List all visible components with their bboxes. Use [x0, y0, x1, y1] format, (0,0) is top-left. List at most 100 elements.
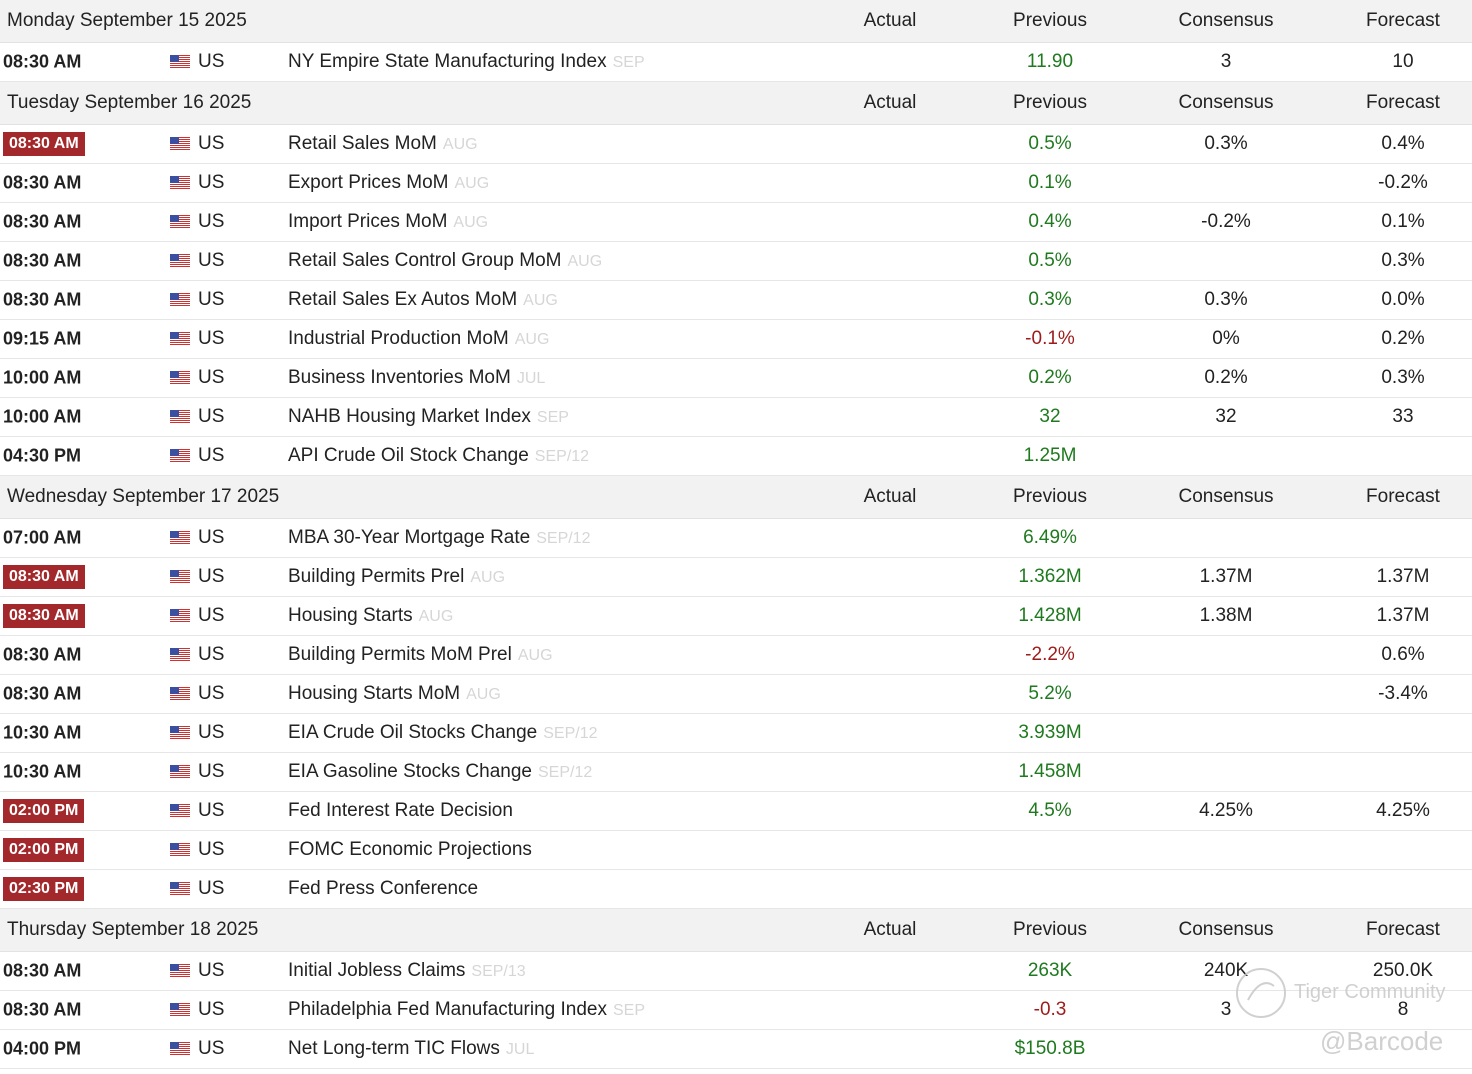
event-period: AUG: [514, 331, 550, 348]
consensus: 32: [1215, 406, 1237, 427]
previous: 3.939M: [1018, 722, 1082, 743]
event-row: 10:00 AM US NAHB Housing Market Index SEP 32…: [0, 398, 1472, 437]
previous: 0.5%: [1028, 133, 1072, 154]
event-time: 02:30 PM: [3, 877, 85, 901]
event-name-cell: Import Prices MoM AUG: [288, 211, 488, 233]
event-time: 10:30 AM: [3, 722, 82, 743]
event-name: Import Prices MoM: [288, 211, 448, 232]
forecast: -3.4%: [1378, 683, 1428, 704]
event-name: Initial Jobless Claims: [288, 960, 466, 981]
consensus: 4.25%: [1199, 800, 1253, 821]
country: US: [198, 445, 225, 466]
forecast: 8: [1397, 999, 1409, 1020]
event-name-cell: Fed Press Conference: [288, 878, 478, 900]
consensus: 1.37M: [1199, 566, 1253, 587]
event-row: 07:00 AM US MBA 30-Year Mortgage Rate SEP/1…: [0, 519, 1472, 558]
event-name-cell: EIA Gasoline Stocks Change SEP/12: [288, 761, 592, 783]
event-row: 08:30 AM US Initial Jobless Claims SEP/13 26…: [0, 952, 1472, 991]
event-name: Retail Sales MoM: [288, 133, 437, 154]
event-row: 08:30 AM US Housing Starts AUG 1.428M 1.38M 1.…: [0, 597, 1472, 636]
event-name-cell: Business Inventories MoM JUL: [288, 367, 545, 389]
event-name: FOMC Economic Projections: [288, 839, 532, 860]
column-header: Forecast: [1366, 919, 1440, 940]
day-header: Monday September 15 2025 Actual Previous Co…: [0, 0, 1472, 43]
day-date: Wednesday September 17 2025: [7, 486, 280, 507]
flag: [170, 531, 190, 544]
day-header: Thursday September 18 2025 Actual Previous…: [0, 909, 1472, 952]
country: US: [198, 172, 225, 193]
flag: [170, 449, 190, 462]
previous: 6.49%: [1023, 527, 1077, 548]
event-name: MBA 30-Year Mortgage Rate: [288, 527, 531, 548]
event-name-cell: MBA 30-Year Mortgage Rate SEP/12: [288, 527, 590, 549]
watermark-brand: Tiger Community: [1294, 981, 1446, 1003]
flag: [170, 215, 190, 228]
event-time: 08:30 AM: [3, 51, 82, 72]
previous: 32: [1039, 406, 1061, 427]
event-name-cell: FOMC Economic Projections: [288, 839, 532, 861]
flag: [170, 293, 190, 306]
day-date: Thursday September 18 2025: [7, 919, 259, 940]
forecast: 0.3%: [1381, 250, 1425, 271]
event-row: 10:00 AM US Business Inventories MoM JUL 0.2…: [0, 359, 1472, 398]
event-period: AUG: [442, 136, 478, 153]
event-period: SEP/12: [543, 725, 598, 742]
previous: 5.2%: [1028, 683, 1072, 704]
previous: 1.362M: [1018, 566, 1082, 587]
event-period: AUG: [454, 175, 490, 192]
column-header: Previous: [1013, 919, 1087, 940]
event-period: AUG: [418, 608, 454, 625]
consensus: 0.2%: [1204, 367, 1248, 388]
consensus: 0.3%: [1204, 289, 1248, 310]
forecast: 0.0%: [1381, 289, 1425, 310]
watermark-user: @Barcode: [1320, 1026, 1444, 1056]
event-name-cell: Building Permits MoM Prel AUG: [288, 644, 553, 666]
event-time: 07:00 AM: [3, 527, 82, 548]
forecast: -0.2%: [1378, 172, 1428, 193]
consensus: 240K: [1203, 960, 1249, 981]
event-name: NAHB Housing Market Index: [288, 406, 531, 427]
event-name: EIA Crude Oil Stocks Change: [288, 722, 538, 743]
previous: 0.3%: [1028, 289, 1072, 310]
event-period: JUL: [505, 1041, 535, 1058]
flag: [170, 648, 190, 661]
column-header: Actual: [863, 486, 917, 507]
country: US: [198, 406, 225, 427]
country: US: [198, 960, 225, 981]
previous: 0.1%: [1028, 172, 1072, 193]
country: US: [198, 250, 225, 271]
event-period: AUG: [470, 569, 506, 586]
event-time: 04:00 PM: [3, 1038, 82, 1059]
country: US: [198, 761, 225, 782]
event-time: 02:00 PM: [3, 799, 85, 823]
event-time: 08:30 AM: [3, 683, 82, 704]
day-date: Monday September 15 2025: [7, 10, 247, 31]
day-header: Wednesday September 17 2025 Actual Previou…: [0, 476, 1472, 519]
flag: [170, 1042, 190, 1055]
event-time: 10:00 AM: [3, 367, 82, 388]
column-header: Previous: [1013, 10, 1087, 31]
flag: [170, 882, 190, 895]
event-time: 04:30 PM: [3, 445, 82, 466]
event-time: 08:30 AM: [3, 132, 85, 156]
column-header: Actual: [863, 919, 917, 940]
flag: [170, 964, 190, 977]
watermark-logo: [1236, 968, 1286, 1018]
previous: 0.2%: [1028, 367, 1072, 388]
country: US: [198, 133, 225, 154]
event-name-cell: Export Prices MoM AUG: [288, 172, 489, 194]
event-time: 08:30 AM: [3, 172, 82, 193]
country: US: [198, 566, 225, 587]
column-header: Forecast: [1366, 486, 1440, 507]
event-name: Philadelphia Fed Manufacturing Index: [288, 999, 607, 1020]
event-name-cell: API Crude Oil Stock Change SEP/12: [288, 445, 589, 467]
event-row: 08:30 AM US Retail Sales Ex Autos MoM AUG 0.…: [0, 281, 1472, 320]
forecast: 1.37M: [1376, 566, 1430, 587]
event-name: Retail Sales Control Group MoM: [288, 250, 562, 271]
previous: 1.25M: [1023, 445, 1077, 466]
event-name: Housing Starts: [288, 605, 413, 626]
previous: -0.3: [1033, 999, 1067, 1020]
event-name-cell: Net Long-term TIC Flows JUL: [288, 1038, 534, 1060]
